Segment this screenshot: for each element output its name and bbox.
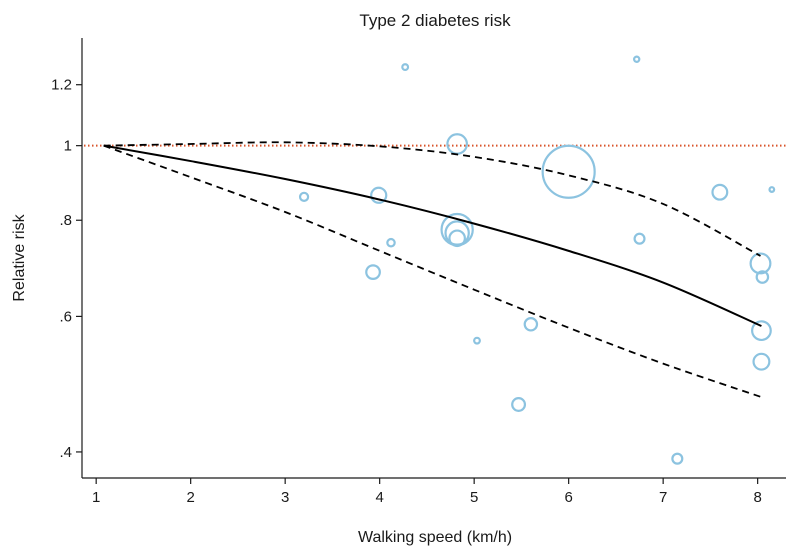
x-tick-label: 6 [564, 489, 572, 506]
x-tick-label: 7 [659, 489, 667, 506]
study-bubble [541, 144, 596, 199]
y-tick-label: .6 [59, 308, 72, 325]
study-bubble [768, 186, 776, 193]
study-bubble [749, 252, 772, 275]
study-bubble [671, 452, 684, 465]
study-bubble [755, 270, 770, 284]
y-tick-label: .4 [59, 444, 72, 461]
ci-lower-line [103, 144, 765, 399]
y-tick-label: .8 [59, 212, 72, 229]
x-tick-label: 1 [92, 489, 100, 506]
study-bubble [751, 320, 772, 342]
study-bubble [446, 133, 468, 155]
study-bubble [370, 186, 388, 204]
study-bubble [386, 237, 396, 248]
study-bubble [752, 352, 771, 371]
study-bubble [523, 317, 539, 332]
x-tick-label: 4 [375, 489, 383, 506]
ci-upper-line [103, 141, 761, 257]
study-bubble [473, 336, 481, 345]
study-bubbles [298, 55, 776, 465]
fit-line [103, 144, 762, 327]
study-bubble [711, 183, 729, 201]
x-axis-label: Walking speed (km/h) [358, 529, 512, 546]
study-bubble [448, 229, 466, 248]
y-tick-label: 1 [64, 138, 72, 155]
x-tick-label: 2 [186, 489, 194, 506]
study-bubble [401, 63, 410, 72]
study-bubble [365, 264, 381, 281]
x-tick-label: 3 [281, 489, 289, 506]
study-bubble [444, 220, 470, 246]
y-axis-label: Relative risk [11, 213, 28, 301]
x-tick-label: 8 [753, 489, 761, 506]
chart-title: Type 2 diabetes risk [359, 11, 511, 30]
study-bubble [511, 397, 527, 412]
study-bubble [632, 55, 641, 63]
plot-area: 1 2 3 4 5 6 7 8 .4 .6 .8 1 1.2 [51, 38, 786, 506]
study-bubble [298, 191, 310, 202]
y-tick-label: 1.2 [51, 77, 72, 94]
x-tick-label: 5 [470, 489, 478, 506]
study-bubble [633, 232, 646, 245]
